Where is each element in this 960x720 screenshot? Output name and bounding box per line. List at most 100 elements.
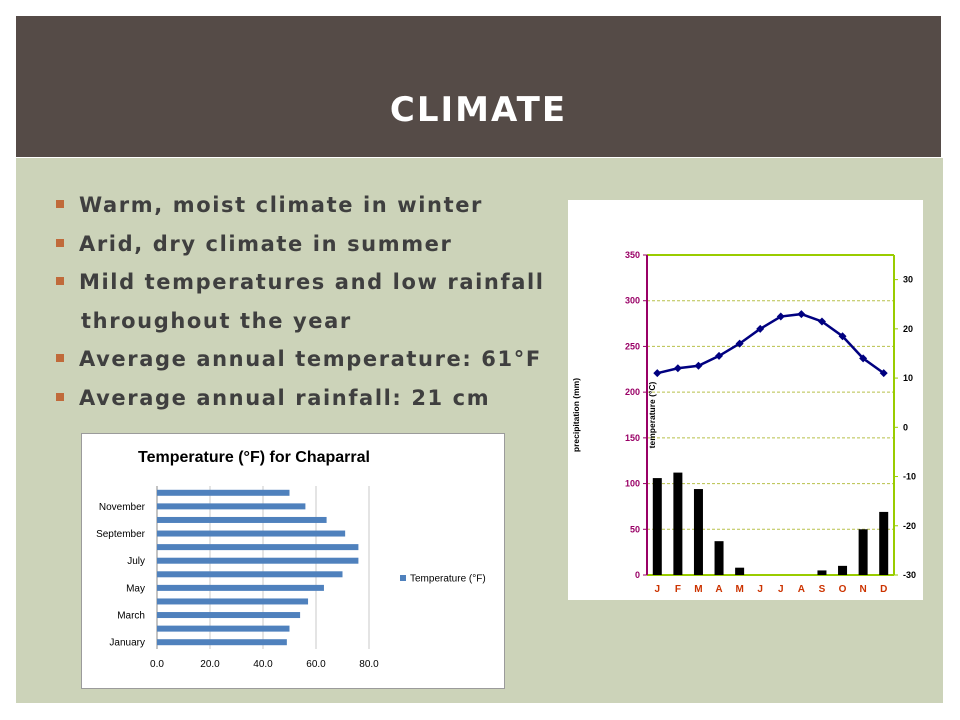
month-label: J	[655, 584, 661, 595]
month-label: A	[798, 584, 805, 595]
temperature-point-2	[694, 361, 703, 370]
bar-july	[157, 557, 359, 564]
right-tick-label: -20	[903, 521, 916, 531]
temperature-point-11	[879, 369, 888, 378]
precip-bar-11	[879, 511, 889, 575]
bullet-continuation: throughout the year	[56, 302, 545, 341]
slide-title: CLIMATE	[389, 90, 568, 130]
legend-swatch	[400, 575, 406, 581]
bullet-item: Arid, dry climate in summer	[56, 225, 545, 264]
left-axis-title: precipitation (mm)	[571, 378, 581, 452]
precip-bar-0	[652, 478, 662, 575]
temperature-point-7	[797, 310, 806, 319]
bullet-item: Average annual temperature: 61°F	[56, 340, 545, 379]
precip-bar-2	[693, 489, 703, 575]
climograph-svg: 0 50 100 150 200 250 300 350 -30 -20 -10 0 10 20 30 J F M…	[571, 250, 916, 595]
bullet-item: Warm, moist climate in winter	[56, 186, 545, 225]
left-tick-label: 150	[625, 433, 640, 443]
bullet-marker-icon	[56, 392, 64, 401]
temperature-point-9	[838, 332, 847, 341]
climograph-chart: 0 50 100 150 200 250 300 350 -30 -20 -10 0 10 20 30 J F M…	[568, 200, 923, 600]
left-tick-label: 50	[630, 524, 640, 534]
bar-november	[157, 503, 306, 510]
y-tick-label: July	[127, 556, 145, 567]
bullet-item: Average annual rainfall: 21 cm	[56, 379, 545, 418]
y-tick-label: September	[96, 529, 146, 540]
bar-chart-svg: Temperature (°F) for Chaparral 0.0 20.0 40.…	[96, 449, 486, 670]
precip-bar-3	[714, 541, 724, 575]
month-label: J	[778, 584, 784, 595]
bullet-marker-icon	[56, 200, 64, 208]
chaparral-temperature-bar-chart: Temperature (°F) for Chaparral 0.0 20.0 40.…	[81, 433, 505, 689]
bar-september	[157, 530, 346, 537]
right-tick-label: -30	[903, 570, 916, 580]
temperature-point-6	[776, 312, 785, 321]
y-tick-label: January	[109, 638, 145, 649]
bullet-text: throughout the year	[81, 308, 352, 333]
y-tick-label: March	[117, 611, 145, 622]
temperature-line	[657, 312, 885, 375]
temperature-point-10	[859, 354, 868, 363]
precip-bar-4	[735, 567, 745, 575]
left-tick-label: 100	[625, 479, 640, 489]
temperature-point-3	[715, 351, 724, 360]
x-tick-label: 0.0	[150, 659, 164, 670]
month-label: D	[880, 584, 887, 595]
bullet-marker-icon	[56, 354, 64, 362]
right-tick-label: -10	[903, 472, 916, 482]
legend-label: Temperature (°F)	[410, 574, 486, 585]
right-axis-title: temperature (°C)	[647, 381, 657, 448]
y-tick-label: May	[126, 583, 145, 594]
y-tick-label: November	[99, 502, 146, 513]
temperature-point-4	[735, 339, 744, 348]
bar-january	[157, 639, 287, 646]
x-tick-label: 80.0	[359, 659, 379, 670]
left-tick-label: 0	[635, 570, 640, 580]
bullet-text: Mild temperatures and low rainfall	[79, 270, 545, 294]
x-tick-label: 60.0	[306, 659, 326, 670]
temperature-point-5	[756, 324, 765, 333]
month-label: J	[757, 584, 763, 595]
right-tick-label: 0	[903, 422, 908, 432]
bullet-text: Warm, moist climate in winter	[79, 193, 484, 217]
bar-august	[157, 544, 359, 551]
x-tick-label: 40.0	[253, 659, 273, 670]
bar-february	[157, 625, 290, 632]
bar-december	[157, 489, 290, 496]
left-tick-label: 300	[625, 296, 640, 306]
bullet-text: Arid, dry climate in summer	[79, 231, 453, 256]
x-tick-label: 20.0	[200, 659, 220, 670]
left-tick-label: 350	[625, 250, 640, 260]
month-label: M	[735, 584, 743, 595]
month-label: A	[715, 584, 722, 595]
chart-title: Temperature (°F) for Chaparral	[138, 449, 370, 466]
month-label: F	[675, 584, 681, 595]
bullet-text: Average annual rainfall: 21 cm	[79, 385, 491, 410]
bar-june	[157, 571, 343, 578]
month-label: M	[694, 584, 702, 595]
right-tick-label: 30	[903, 275, 913, 285]
month-label: O	[839, 584, 847, 595]
bar-march	[157, 612, 301, 619]
bullet-marker-icon	[56, 277, 64, 285]
precip-bar-8	[817, 570, 827, 575]
bar-may	[157, 584, 324, 591]
precip-bar-10	[858, 529, 868, 575]
left-tick-label: 250	[625, 341, 640, 351]
right-tick-label: 10	[903, 373, 913, 383]
month-label: S	[819, 584, 826, 595]
bullet-item: Mild temperatures and low rainfall	[56, 263, 545, 302]
bullet-text: Average annual temperature: 61°F	[79, 347, 542, 371]
bullet-list: Warm, moist climate in winter Arid, dry c…	[56, 186, 545, 417]
bar-april	[157, 598, 309, 605]
month-label: N	[860, 584, 867, 595]
title-banner: CLIMATE	[16, 16, 941, 157]
left-tick-label: 200	[625, 387, 640, 397]
bullet-marker-icon	[56, 238, 64, 247]
bar-october	[157, 516, 327, 523]
right-tick-label: 20	[903, 324, 913, 334]
temperature-point-1	[673, 364, 682, 373]
precip-bar-1	[673, 472, 683, 575]
temperature-point-0	[653, 369, 662, 378]
precip-bar-9	[838, 565, 848, 575]
